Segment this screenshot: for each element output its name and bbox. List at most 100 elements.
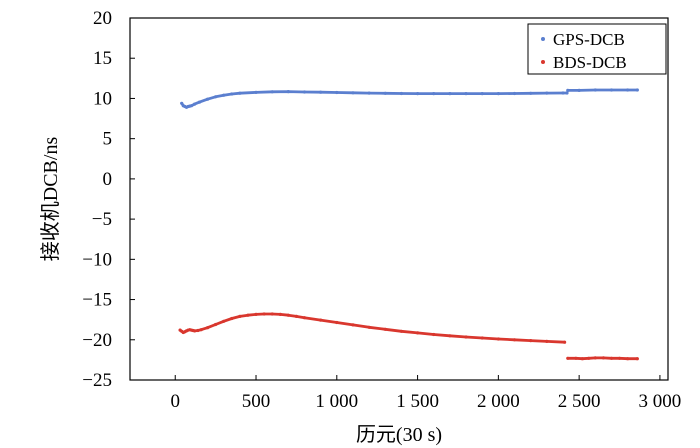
legend: GPS-DCB BDS-DCB	[527, 23, 667, 75]
axis-ticks: 0 500 1 000 1 500 2 000 2 500 3 000 20 15 10 5 0 −5 −…	[82, 8, 681, 412]
data-point-gps-dcb	[566, 88, 570, 92]
legend-marker-gps-dcb	[541, 37, 545, 41]
y-tick-label: −20	[82, 330, 112, 351]
data-point-bds-dcb	[214, 322, 218, 327]
x-tick-label: 3 000	[639, 391, 682, 412]
plot-area	[178, 88, 639, 361]
y-tick-label: 15	[93, 48, 112, 69]
data-point-bds-dcb	[367, 325, 371, 329]
data-point-bds-dcb	[262, 312, 266, 316]
data-point-gps-dcb	[561, 91, 565, 95]
data-point-gps-dcb	[635, 88, 639, 92]
legend-box	[527, 23, 667, 75]
y-axis-label: 接收机DCB/ns	[39, 137, 62, 262]
y-tick-label: 5	[103, 129, 113, 150]
data-point-bds-dcb	[563, 340, 567, 344]
data-point-bds-dcb	[580, 357, 585, 361]
data-point-bds-dcb	[587, 356, 591, 360]
data-point-bds-dcb	[609, 356, 614, 360]
data-point-bds-dcb	[230, 316, 234, 321]
data-point-gps-dcb	[193, 102, 197, 106]
x-tick-label: 500	[242, 391, 271, 412]
y-tick-label: −25	[82, 370, 112, 391]
data-point-gps-dcb	[205, 97, 210, 101]
data-point-gps-dcb	[512, 91, 517, 96]
data-point-gps-dcb	[335, 90, 339, 95]
data-point-gps-dcb	[432, 92, 436, 96]
y-tick-label: 10	[93, 88, 112, 109]
data-point-bds-dcb	[399, 329, 403, 333]
data-point-gps-dcb	[230, 92, 234, 96]
data-point-bds-dcb	[635, 357, 639, 361]
data-point-bds-dcb	[319, 318, 323, 322]
data-point-bds-dcb	[270, 312, 274, 316]
data-point-bds-dcb	[302, 316, 307, 320]
series-line-bds-dcb	[566, 356, 639, 361]
data-point-gps-dcb	[577, 88, 581, 92]
data-point-gps-dcb	[351, 91, 355, 95]
legend-label-gps-dcb: GPS-DCB	[553, 30, 625, 49]
data-point-bds-dcb	[574, 356, 578, 360]
data-point-gps-dcb	[609, 88, 614, 92]
data-point-bds-dcb	[480, 336, 484, 340]
data-point-bds-dcb	[496, 337, 500, 341]
data-point-bds-dcb	[566, 356, 570, 360]
data-point-gps-dcb	[319, 90, 323, 94]
data-point-bds-dcb	[416, 331, 420, 335]
data-point-gps-dcb	[270, 90, 274, 94]
data-point-bds-dcb	[626, 357, 630, 361]
data-point-bds-dcb	[601, 356, 606, 360]
data-point-gps-dcb	[214, 95, 218, 99]
series-gps-dcb	[180, 88, 639, 109]
data-point-bds-dcb	[278, 312, 282, 316]
data-point-bds-dcb	[286, 313, 290, 317]
data-point-gps-dcb	[626, 88, 630, 92]
data-point-gps-dcb	[545, 91, 549, 95]
data-point-gps-dcb	[416, 92, 420, 96]
data-point-gps-dcb	[254, 90, 258, 94]
data-point-gps-dcb	[529, 91, 533, 95]
y-tick-label: 0	[103, 169, 113, 190]
y-tick-label: −15	[82, 290, 112, 311]
data-point-gps-dcb	[399, 91, 403, 96]
data-point-bds-dcb	[196, 328, 200, 333]
data-point-gps-dcb	[180, 101, 184, 105]
x-tick-label: 2 500	[558, 391, 601, 412]
data-point-bds-dcb	[222, 319, 226, 323]
x-axis-label: 历元(30 s)	[356, 424, 442, 446]
data-point-gps-dcb	[480, 92, 484, 96]
plot-frame	[129, 17, 669, 381]
data-point-bds-dcb	[383, 327, 387, 331]
data-point-gps-dcb	[593, 88, 597, 92]
data-point-bds-dcb	[512, 338, 517, 342]
data-point-bds-dcb	[199, 328, 203, 332]
data-point-bds-dcb	[193, 329, 197, 333]
data-point-bds-dcb	[294, 314, 298, 318]
data-point-bds-dcb	[254, 312, 258, 316]
data-point-bds-dcb	[593, 356, 597, 360]
data-point-gps-dcb	[448, 92, 452, 96]
data-point-gps-dcb	[383, 91, 387, 95]
data-point-gps-dcb	[367, 91, 371, 95]
data-point-gps-dcb	[496, 92, 500, 96]
y-tick-label: 20	[93, 8, 112, 29]
data-point-gps-dcb	[197, 100, 202, 104]
legend-label-bds-dcb: BDS-DCB	[553, 53, 627, 72]
data-point-bds-dcb	[464, 335, 468, 339]
data-point-bds-dcb	[335, 320, 339, 325]
y-tick-label: −10	[82, 249, 112, 270]
x-tick-label: 1 500	[396, 391, 439, 412]
data-point-bds-dcb	[351, 323, 355, 327]
series-bds-dcb	[178, 312, 639, 361]
x-tick-label: 0	[170, 391, 180, 412]
data-point-bds-dcb	[238, 314, 242, 318]
data-point-gps-dcb	[464, 92, 468, 96]
data-point-gps-dcb	[222, 93, 226, 97]
data-point-bds-dcb	[545, 339, 549, 343]
data-point-bds-dcb	[432, 332, 436, 337]
legend-marker-bds-dcb	[541, 60, 545, 64]
data-point-gps-dcb	[286, 90, 290, 94]
x-tick-label: 2 000	[477, 391, 520, 412]
